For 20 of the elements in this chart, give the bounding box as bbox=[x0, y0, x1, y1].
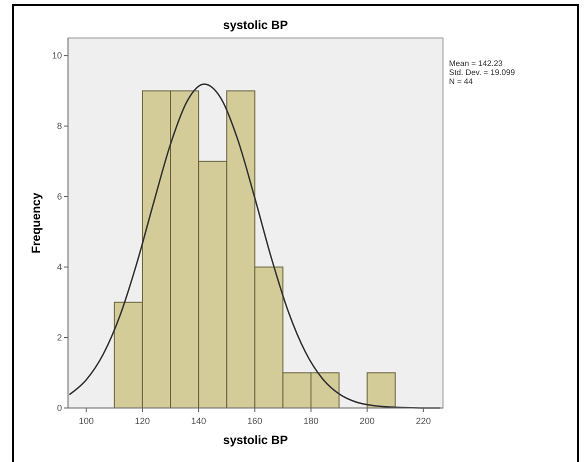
y-tick-label: 8 bbox=[56, 121, 62, 132]
text: N = 44 bbox=[449, 77, 474, 86]
text: Mean = 142.23 bbox=[449, 59, 504, 68]
x-tick-label: 200 bbox=[360, 416, 375, 426]
y-tick-label: 0 bbox=[56, 403, 62, 413]
x-tick-label: 160 bbox=[247, 416, 262, 426]
x-tick-label: 220 bbox=[416, 416, 431, 426]
y-axis-title: Frequency bbox=[29, 192, 43, 254]
line-series bbox=[68, 83, 441, 409]
y-tick-label: 4 bbox=[56, 262, 62, 272]
y-tick-label: 2 bbox=[56, 332, 62, 343]
chart-title: systolic BP bbox=[223, 18, 288, 32]
x-tick-label: 120 bbox=[134, 416, 150, 426]
y-tick-label: 10 bbox=[52, 50, 62, 61]
text: Std. Dev. = 19.099 bbox=[449, 68, 516, 77]
x-tick-label: 100 bbox=[78, 416, 94, 426]
x-axis-title: systolic BP bbox=[223, 433, 288, 447]
x-tick-label: 140 bbox=[191, 416, 206, 426]
y-tick-label: 6 bbox=[56, 192, 62, 202]
x-tick-label: 180 bbox=[303, 416, 318, 426]
